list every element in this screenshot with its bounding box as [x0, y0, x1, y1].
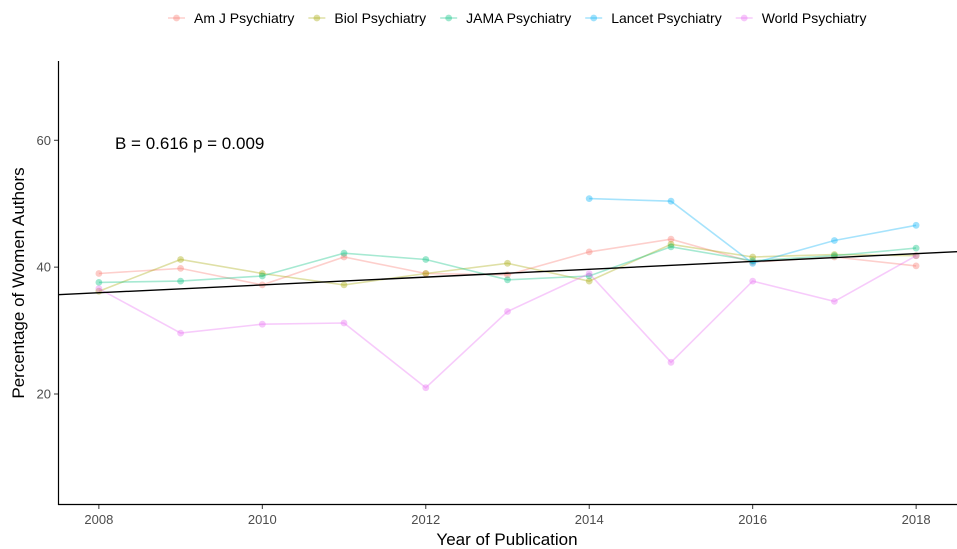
- data-point: [177, 277, 185, 285]
- data-point: [258, 320, 266, 328]
- data-point: [504, 308, 511, 315]
- data-point: [749, 277, 757, 285]
- trend-layer: [57, 251, 957, 296]
- data-point: [422, 256, 430, 263]
- legend-label: World Psychiatry: [762, 10, 867, 26]
- series-line-lancet-psychiatry: [589, 197, 917, 265]
- legend-label: Lancet Psychiatry: [611, 10, 722, 26]
- data-point: [667, 243, 675, 251]
- series-line-jama-psychiatry: [98, 245, 917, 284]
- y-tick-label: 60: [37, 133, 51, 148]
- legend: Am J Psychiatry Biol Psychiatry JAMA Psych…: [168, 10, 866, 26]
- data-point: [585, 270, 593, 277]
- data-point: [177, 265, 185, 272]
- data-point: [258, 270, 266, 277]
- x-tick-label: 2018: [902, 512, 931, 527]
- data-point: [504, 276, 511, 284]
- data-point: [422, 270, 430, 277]
- data-point: [667, 358, 675, 366]
- legend-key-point: [445, 14, 453, 22]
- legend-item-jama-psychiatry: JAMA Psychiatry: [440, 10, 571, 26]
- regression-annotation: B = 0.616 p = 0.009: [115, 134, 264, 153]
- legend-key-point: [590, 14, 598, 22]
- data-point: [422, 270, 430, 277]
- data-point: [585, 277, 593, 285]
- data-point: [177, 329, 185, 337]
- data-point: [95, 270, 103, 277]
- data-point: [340, 253, 348, 261]
- legend-item-biol-psychiatry: Biol Psychiatry: [308, 10, 426, 26]
- y-ticks: 20 40 60: [37, 133, 58, 402]
- series-layer: [95, 195, 920, 392]
- legend-item-lancet-psychiatry: Lancet Psychiatry: [585, 10, 722, 26]
- data-point: [667, 197, 675, 205]
- legend-item-world-psychiatry: World Psychiatry: [735, 10, 867, 26]
- data-point: [95, 279, 103, 286]
- legend-item-am-j-psychiatry: Am J Psychiatry: [168, 10, 294, 26]
- y-tick-label: 40: [37, 260, 51, 275]
- series-line-biol-psychiatry: [98, 243, 917, 292]
- data-point: [585, 272, 593, 280]
- data-point: [831, 298, 838, 305]
- y-axis-title: Percentage of Women Authors: [9, 167, 28, 398]
- data-point: [504, 259, 511, 267]
- legend-label: JAMA Psychiatry: [466, 10, 571, 26]
- x-ticks: 2008 2010 2012 2014 2016 2018: [84, 505, 931, 527]
- data-point: [340, 249, 348, 257]
- data-point: [749, 253, 757, 261]
- data-point: [177, 256, 185, 263]
- y-tick-label: 20: [37, 387, 51, 402]
- series-line-world-psychiatry: [98, 255, 917, 389]
- x-tick-label: 2016: [738, 512, 767, 527]
- x-tick-label: 2012: [411, 512, 440, 527]
- data-point: [340, 281, 348, 289]
- data-point: [258, 272, 266, 280]
- x-tick-label: 2010: [248, 512, 277, 527]
- x-tick-label: 2014: [575, 512, 604, 527]
- data-point: [95, 285, 103, 293]
- x-tick-label: 2008: [84, 512, 113, 527]
- data-point: [585, 248, 593, 256]
- data-point: [912, 221, 920, 229]
- data-point: [912, 244, 920, 252]
- data-point: [585, 195, 593, 203]
- data-point: [667, 240, 675, 248]
- series-biol-psychiatry: [95, 240, 920, 295]
- data-point: [340, 319, 348, 327]
- legend-key-point: [740, 14, 748, 22]
- x-axis-title: Year of Publication: [436, 530, 577, 549]
- plot-area: 2008 2010 2012 2014 2016 2018 20 40 60 B = 0.61…: [37, 61, 957, 527]
- legend-key-point: [173, 14, 180, 22]
- data-point: [667, 235, 675, 243]
- data-point: [912, 262, 920, 270]
- data-point: [831, 251, 838, 258]
- data-point: [422, 384, 430, 392]
- trend-line: [57, 251, 957, 296]
- legend-label: Biol Psychiatry: [334, 10, 426, 26]
- series-world-psychiatry: [95, 252, 920, 392]
- legend-label: Am J Psychiatry: [194, 10, 294, 26]
- data-point: [831, 237, 838, 244]
- legend-key-point: [313, 14, 321, 22]
